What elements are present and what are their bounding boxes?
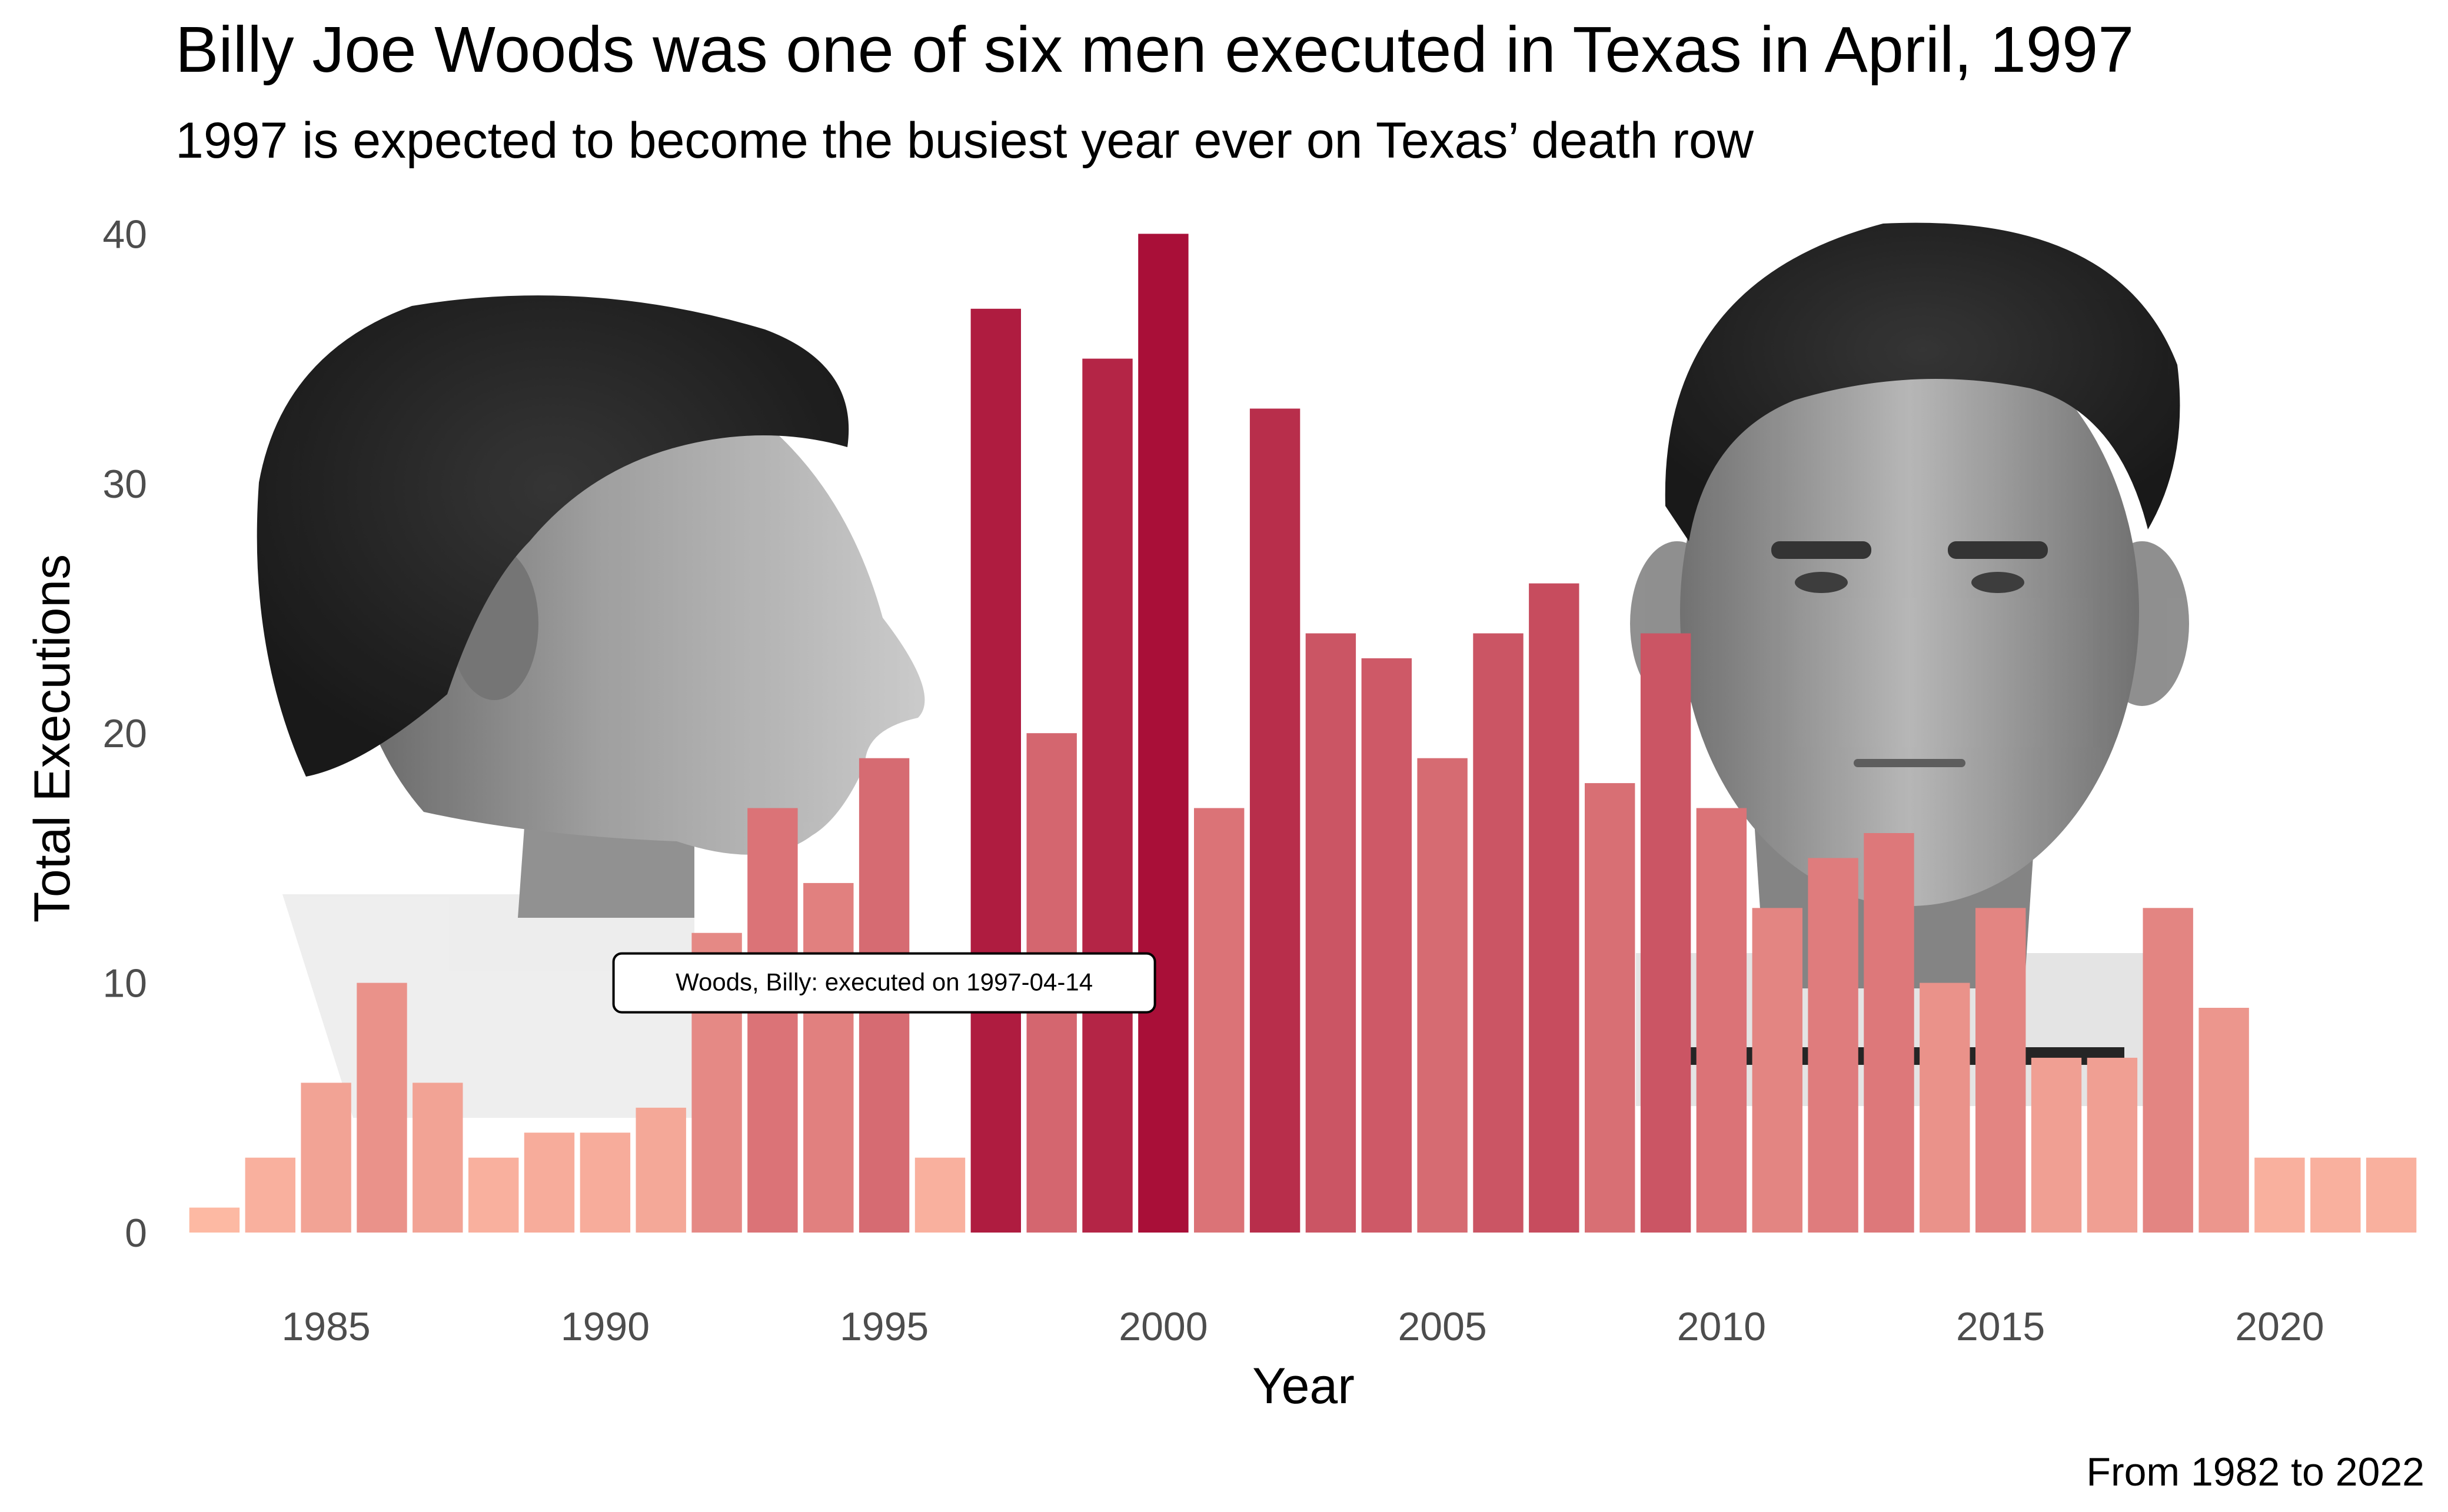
x-tick-label-1995: 1995 bbox=[840, 1304, 929, 1349]
chart-subtitle: 1997 is expected to become the busiest y… bbox=[175, 112, 1754, 169]
annotation: Woods, Billy: executed on 1997-04-14 bbox=[612, 952, 1156, 1014]
x-tick-label-2020: 2020 bbox=[2235, 1304, 2324, 1349]
x-axis-ticks: 1985 1990 1995 2000 2005 2010 2015 2020 bbox=[281, 1304, 2324, 1349]
y-tick-label-30: 30 bbox=[102, 462, 147, 507]
bar-2008 bbox=[1585, 783, 1635, 1233]
bar-2005 bbox=[1417, 758, 1468, 1233]
bar-2001 bbox=[1194, 808, 1245, 1233]
bar-2020 bbox=[2254, 1157, 2305, 1233]
x-tick-label-2010: 2010 bbox=[1677, 1304, 1766, 1349]
x-tick-label-1985: 1985 bbox=[281, 1304, 370, 1349]
x-tick-label-2005: 2005 bbox=[1398, 1304, 1486, 1349]
bar-2018 bbox=[2143, 908, 2193, 1233]
bar-2006 bbox=[1473, 633, 1524, 1233]
bar-2002 bbox=[1249, 408, 1300, 1233]
annotation-label: Woods, Billy: executed on 1997-04-14 bbox=[676, 968, 1093, 996]
x-tick-label-2000: 2000 bbox=[1119, 1304, 1208, 1349]
bar-1990 bbox=[580, 1133, 631, 1233]
bar-2010 bbox=[1696, 808, 1747, 1233]
bar-2017 bbox=[2087, 1057, 2138, 1233]
y-tick-label-40: 40 bbox=[102, 212, 147, 257]
bar-2013 bbox=[1864, 833, 1914, 1233]
bar-1983 bbox=[189, 1207, 240, 1233]
bar-2014 bbox=[1920, 983, 1970, 1233]
bar-2021 bbox=[2310, 1157, 2361, 1233]
bar-2016 bbox=[2031, 1057, 2082, 1233]
y-tick-label-20: 20 bbox=[102, 711, 147, 756]
bar-1993 bbox=[747, 808, 798, 1233]
y-tick-label-0: 0 bbox=[125, 1211, 147, 1255]
y-tick-label-10: 10 bbox=[102, 961, 147, 1006]
y-axis-ticks: 0 10 20 30 40 bbox=[102, 212, 147, 1255]
chart-caption: From 1982 to 2022 bbox=[2086, 1450, 2424, 1494]
y-axis-title: Total Executions bbox=[24, 554, 81, 922]
bar-2004 bbox=[1361, 658, 1412, 1233]
bar-2011 bbox=[1752, 908, 1802, 1233]
bar-1985 bbox=[301, 1083, 351, 1233]
bar-1986 bbox=[357, 983, 407, 1233]
bar-2015 bbox=[1975, 908, 2026, 1233]
bar-2019 bbox=[2198, 1008, 2249, 1233]
annotation-box bbox=[612, 952, 1156, 1014]
chart-title: Billy Joe Woods was one of six men execu… bbox=[175, 14, 2134, 86]
bar-2022 bbox=[2366, 1157, 2417, 1233]
bar-1989 bbox=[524, 1133, 575, 1233]
bar-1987 bbox=[413, 1083, 463, 1233]
bar-2009 bbox=[1640, 633, 1691, 1233]
x-axis-title: Year bbox=[1252, 1358, 1355, 1414]
bar-1991 bbox=[636, 1107, 686, 1233]
bar-2000 bbox=[1138, 234, 1189, 1233]
bar-1994 bbox=[803, 882, 854, 1233]
x-tick-label-1990: 1990 bbox=[561, 1304, 650, 1349]
bar-1984 bbox=[245, 1157, 295, 1233]
bar-2012 bbox=[1808, 858, 1858, 1233]
bar-2003 bbox=[1305, 633, 1356, 1233]
bar-1988 bbox=[468, 1157, 519, 1233]
bar-1999 bbox=[1082, 358, 1133, 1233]
bar-1997 bbox=[970, 308, 1021, 1233]
x-tick-label-2015: 2015 bbox=[1956, 1304, 2045, 1349]
bar-2007 bbox=[1529, 583, 1579, 1233]
bar-1996 bbox=[914, 1157, 966, 1233]
